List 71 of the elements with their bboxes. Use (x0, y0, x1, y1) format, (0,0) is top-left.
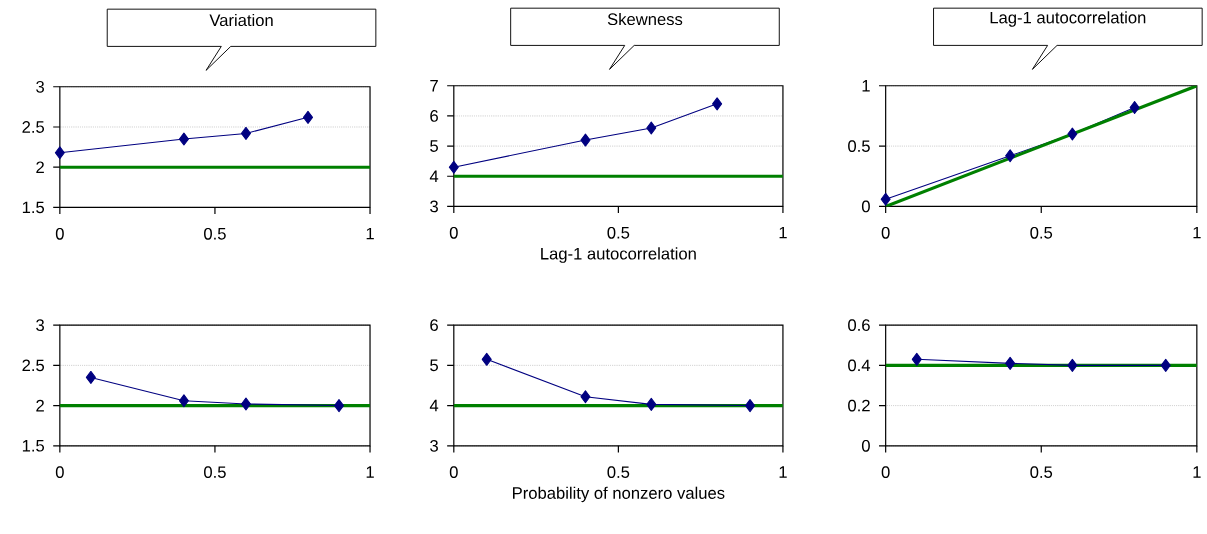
y-tick-label: 1.5 (22, 440, 45, 452)
x-tick-label: 1 (779, 466, 787, 478)
y-tick-label: 3 (430, 440, 438, 452)
x-tick-label: 1 (366, 466, 374, 478)
x-tick-label: 0.5 (204, 228, 226, 240)
x-tick-label: 1 (366, 228, 374, 240)
point (712, 97, 723, 111)
y-tick-label: 1 (862, 80, 870, 92)
y-tick-label: 5 (430, 140, 438, 153)
point (580, 133, 591, 147)
point (1067, 359, 1078, 373)
chart-title: Variation (209, 14, 273, 27)
y-tick-label: 2.5 (22, 121, 45, 134)
y-tick-label: 3 (430, 200, 438, 213)
x-tick-label: 0.5 (1030, 227, 1053, 239)
y-tick-label: 4 (429, 400, 439, 412)
point (448, 160, 459, 174)
y-tick-label: 0.2 (848, 399, 870, 412)
y-tick-label: 4 (429, 170, 439, 183)
y-tick-label: 7 (430, 80, 438, 92)
x-tick-label: 1 (1193, 466, 1201, 478)
y-tick-label: 0 (861, 440, 870, 452)
chart-title: Skewness (607, 13, 683, 26)
point (178, 394, 189, 408)
y-tick-label: 2 (36, 161, 44, 174)
x-tick-label: 0.5 (607, 466, 630, 479)
x-tick-label: 1 (779, 227, 787, 239)
y-tick-label: 1.5 (22, 201, 45, 214)
y-tick-label: 3 (36, 81, 44, 93)
x-tick-label: 0.5 (607, 227, 630, 239)
point (481, 353, 492, 367)
y-tick-label: 2 (36, 400, 44, 412)
point (334, 399, 345, 413)
x-tick-label: 0.5 (204, 466, 226, 479)
y-tick-label: 0.5 (848, 140, 870, 153)
x-tick-label: 0 (449, 466, 458, 479)
x-tick-label: 0 (881, 466, 890, 479)
point (1005, 149, 1016, 163)
x-tick-label: 0 (55, 466, 64, 479)
y-tick-label: 5 (430, 359, 438, 372)
point (1067, 127, 1078, 141)
x-tick-label: 0 (449, 227, 458, 239)
x-tick-label: 0 (881, 227, 890, 239)
point (646, 121, 657, 135)
y-tick-label: 6 (430, 110, 438, 123)
point (745, 399, 756, 413)
point (302, 111, 314, 125)
x-axis-title: Lag-1 autocorrelation (541, 247, 696, 264)
x-tick-label: 0.5 (1030, 466, 1053, 479)
point (580, 390, 591, 404)
y-tick-label: 0.6 (848, 319, 870, 332)
y-tick-label: 3 (36, 319, 44, 332)
point (85, 371, 96, 385)
point (178, 132, 189, 146)
chart-title: Lag-1 autocorrelation (990, 11, 1146, 27)
x-axis-title: Probability of nonzero values (513, 486, 725, 503)
point (1005, 357, 1016, 371)
point (1129, 101, 1140, 115)
y-tick-label: 2.5 (22, 359, 45, 372)
x-tick-label: 1 (1193, 227, 1201, 239)
point (880, 192, 891, 206)
x-tick-label: 0 (55, 228, 64, 240)
y-tick-label: 6 (430, 319, 438, 332)
point (240, 397, 251, 411)
point (646, 398, 657, 412)
y-tick-label: 0.4 (848, 359, 871, 372)
point (911, 353, 922, 367)
point (54, 146, 65, 160)
point (1160, 359, 1171, 373)
y-tick-label: 0 (861, 200, 870, 213)
point (240, 127, 251, 141)
